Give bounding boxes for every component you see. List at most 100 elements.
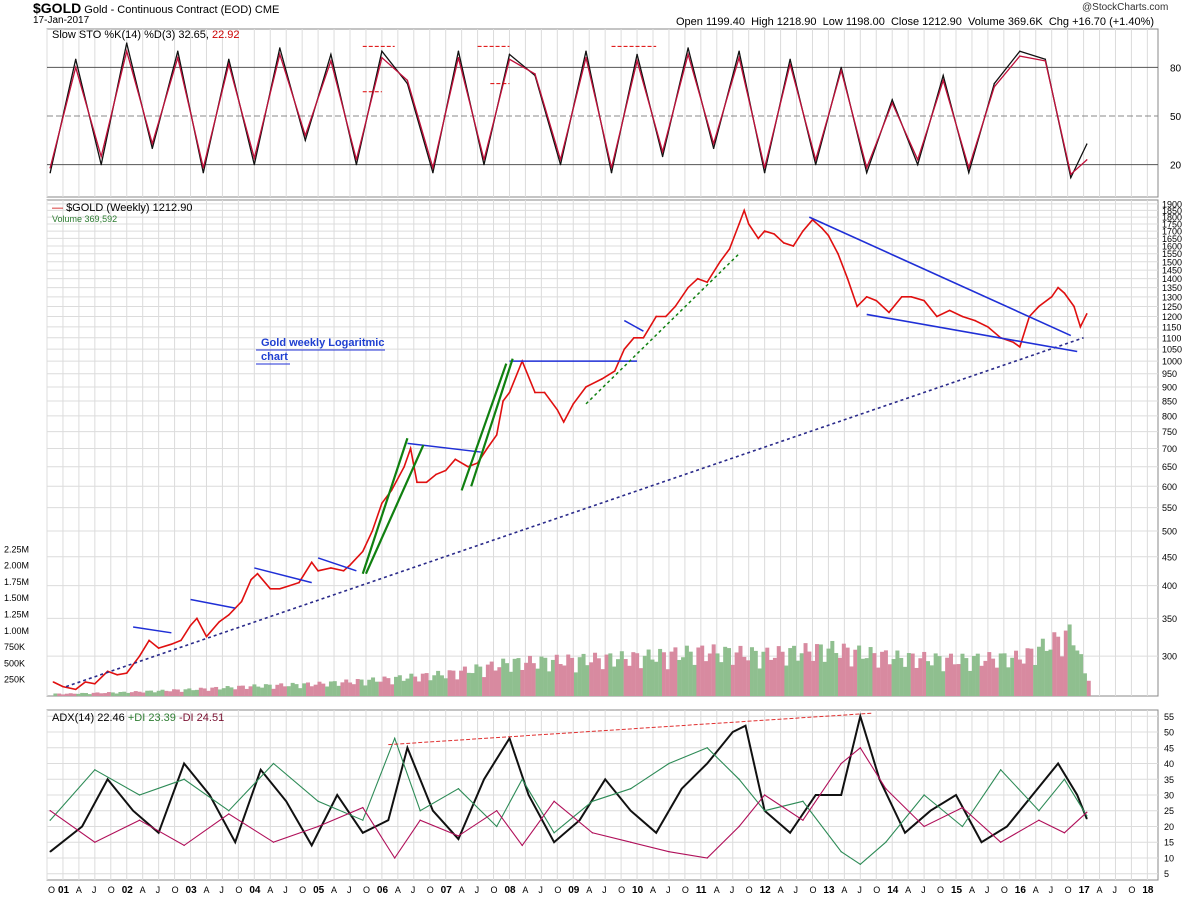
- x-year-label: 13: [823, 885, 835, 896]
- sto-k-point: [177, 50, 179, 52]
- volume-bar: [688, 651, 693, 696]
- sto-k-point: [1086, 143, 1088, 145]
- sto-d-point: [432, 167, 434, 169]
- volume-bar: [769, 659, 774, 696]
- price-tick-label: 1250: [1162, 302, 1182, 312]
- volume-bar: [822, 661, 827, 696]
- adx-tick-label: 20: [1164, 822, 1174, 832]
- volume-bar: [673, 647, 678, 696]
- sto-d-point: [712, 142, 715, 145]
- volume-bar: [1071, 645, 1076, 696]
- volume-bar: [478, 666, 483, 696]
- volume-bar: [899, 657, 904, 696]
- sto-d-point: [1044, 60, 1047, 62]
- volume-bar: [447, 670, 452, 696]
- volume-bar: [378, 681, 383, 696]
- adx-point: [789, 832, 791, 834]
- volume-bar: [83, 693, 88, 696]
- volume-bar: [275, 684, 280, 696]
- adx-point: [285, 800, 287, 802]
- mdi-point: [668, 850, 670, 853]
- pdi-point: [317, 800, 319, 802]
- pdi-point: [1086, 815, 1088, 817]
- volume-bar: [857, 645, 862, 696]
- adx-point: [527, 794, 530, 796]
- price-point: [205, 635, 208, 638]
- price-point: [655, 315, 657, 318]
- pdi-point: [859, 863, 862, 865]
- price-panel: [46, 199, 1159, 697]
- x-month-label: A: [459, 885, 465, 895]
- volume-bar: [244, 688, 249, 696]
- sto-d-point: [457, 56, 460, 59]
- sto-d-point: [738, 56, 740, 59]
- volume-bar: [665, 669, 670, 696]
- price-tick-label: 600: [1162, 482, 1177, 492]
- price-point: [773, 233, 775, 235]
- adx-tick-label: 45: [1164, 743, 1174, 753]
- mdi-point: [885, 788, 887, 790]
- volume-bar: [409, 673, 414, 696]
- price-point: [467, 465, 469, 468]
- price-point: [1063, 292, 1066, 294]
- adx-legend-value: 22.46: [97, 712, 125, 724]
- sto-k-point: [228, 58, 230, 60]
- sto-k-point: [253, 163, 256, 166]
- price-tick-label: 400: [1162, 581, 1177, 591]
- volume-bar: [700, 645, 705, 696]
- pdi-point: [1063, 778, 1066, 780]
- x-month-label: J: [475, 885, 480, 895]
- volume-bar: [960, 653, 965, 696]
- price-point: [62, 685, 64, 688]
- x-year-label: 17: [1079, 885, 1091, 896]
- sto-d-point: [381, 56, 383, 59]
- volume-bar: [860, 658, 865, 696]
- price-point: [508, 391, 511, 394]
- volume-bar: [926, 661, 931, 696]
- volume-bar: [715, 653, 720, 696]
- sto-k-point: [993, 82, 995, 85]
- price-point: [923, 299, 925, 302]
- volume-bar: [971, 655, 976, 696]
- volume-bar: [979, 665, 984, 696]
- pdi-point: [553, 832, 555, 834]
- adx-point: [311, 844, 313, 847]
- adx-point: [432, 810, 434, 812]
- volume-bar: [271, 688, 276, 696]
- sto-d-point: [661, 150, 664, 153]
- adx-point: [1031, 794, 1034, 796]
- volume-bar: [841, 643, 846, 696]
- adx-tick-label: 15: [1164, 838, 1174, 848]
- pdi-point: [362, 819, 364, 821]
- volume-legend: Volume 369,592: [52, 214, 117, 224]
- sto-d-point: [100, 155, 102, 158]
- adx-point: [508, 737, 511, 740]
- volume-bar: [749, 647, 754, 696]
- chg-value: +16.70 (+1.40%): [1072, 16, 1155, 28]
- volume-bar: [172, 689, 177, 696]
- pdi-point: [457, 788, 460, 790]
- volume-bar: [883, 650, 888, 696]
- x-month-label: J: [985, 885, 990, 895]
- volume-bar: [290, 682, 295, 696]
- volume-bar: [382, 676, 387, 696]
- price-tick-label: 1500: [1162, 257, 1182, 267]
- volume-bar: [570, 657, 575, 696]
- mdi-point: [496, 810, 498, 812]
- volume-bar: [305, 682, 310, 696]
- price-point: [875, 299, 878, 302]
- x-month-label: A: [650, 885, 656, 895]
- price-tick-label: 1700: [1162, 227, 1182, 237]
- volume-bar: [321, 683, 326, 696]
- price-legend: — $GOLD (Weekly) 1212.90: [52, 202, 192, 214]
- volume-bar: [550, 659, 555, 696]
- flag-trendline: [623, 319, 644, 332]
- volume-bar: [684, 645, 689, 696]
- volume-bar: [309, 686, 314, 696]
- impulse-line: [361, 437, 409, 575]
- price-point: [821, 227, 823, 230]
- volume-bar: [543, 657, 548, 696]
- mdi-point: [999, 841, 1002, 843]
- x-month-label: O: [1128, 885, 1135, 895]
- long-term-support-trendline: [65, 337, 1084, 688]
